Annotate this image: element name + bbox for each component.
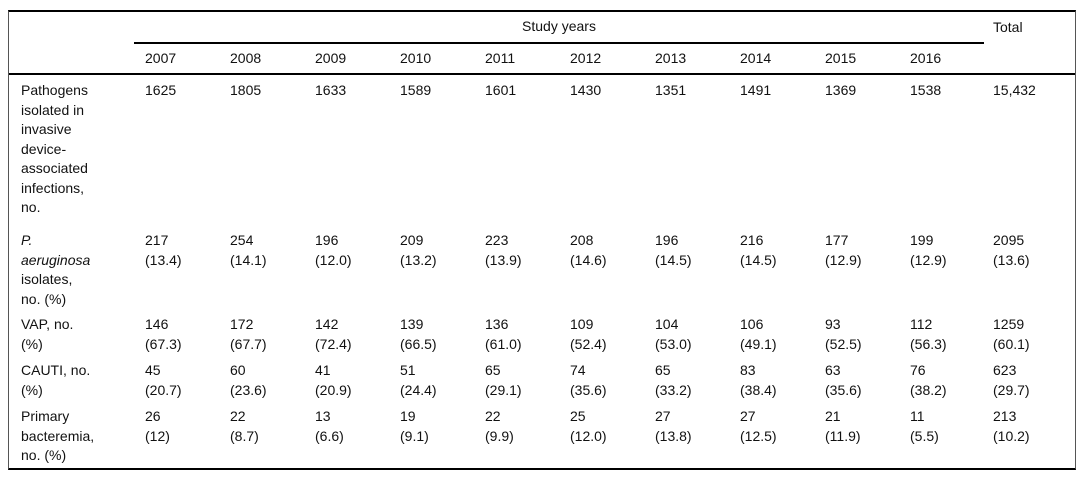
value-cell: 65 (33.2) xyxy=(655,362,692,398)
years-row-corner-cell xyxy=(9,44,134,73)
table-row: P. aeruginosa isolates, no. (%) 217 (13.4… xyxy=(9,225,1075,309)
value-cell: 139 (66.5) xyxy=(400,316,437,352)
year-header-cell: 2009 xyxy=(315,49,347,66)
value-cell: 172 (67.7) xyxy=(230,316,267,352)
value-cell: 196 (12.0) xyxy=(315,232,352,268)
value-cell: 74 (35.6) xyxy=(570,362,607,398)
pathogens-study-table: Study years Total 2007 2008 2009 2010 2011 20… xyxy=(8,10,1076,470)
value-cell: 136 (61.0) xyxy=(485,316,522,352)
value-cell: 1369 xyxy=(825,82,857,98)
row-label-text: CAUTI, no. (%) xyxy=(21,362,91,398)
table-body: Pathogens isolated in invasive device- a… xyxy=(9,75,1075,466)
value-cell: 254 (14.1) xyxy=(230,232,267,268)
value-cell: 26 (12) xyxy=(145,408,170,444)
table-row: Primary bacteremia, no. (%) 26 (12) 22 (8.… xyxy=(9,401,1075,466)
row-total-cell: 1259 (60.1) xyxy=(993,316,1030,352)
value-cell: 209 (13.2) xyxy=(400,232,437,268)
value-cell: 1538 xyxy=(910,82,942,98)
year-header-cell: 2007 xyxy=(145,49,177,66)
value-cell: 106 (49.1) xyxy=(740,316,777,352)
total-column-header: Total xyxy=(984,12,1075,44)
value-cell: 177 (12.9) xyxy=(825,232,862,268)
row-total-cell: 213 (10.2) xyxy=(993,408,1030,444)
header-corner-cell xyxy=(9,12,134,44)
table-row: Pathogens isolated in invasive device- a… xyxy=(9,75,1075,225)
year-header-cell: 2010 xyxy=(400,49,432,66)
value-cell: 65 (29.1) xyxy=(485,362,522,398)
row-label: P. aeruginosa isolates, no. (%) xyxy=(9,225,134,309)
value-cell: 21 (11.9) xyxy=(825,408,861,444)
row-total-cell: 15,432 xyxy=(993,82,1036,98)
value-cell: 217 (13.4) xyxy=(145,232,182,268)
value-cell: 60 (23.6) xyxy=(230,362,267,398)
value-cell: 1430 xyxy=(570,82,602,98)
row-total-cell: 623 (29.7) xyxy=(993,362,1030,398)
row-label-italic-part: P. aeruginosa xyxy=(21,232,91,268)
row-label: VAP, no. (%) xyxy=(9,309,134,355)
table-row: CAUTI, no. (%) 45 (20.7) 60 (23.6) 41 (20.9… xyxy=(9,355,1075,401)
value-cell: 27 (13.8) xyxy=(655,408,692,444)
value-cell: 19 (9.1) xyxy=(400,408,429,444)
row-label: Primary bacteremia, no. (%) xyxy=(9,401,134,466)
value-cell: 83 (38.4) xyxy=(740,362,777,398)
table-years-row: 2007 2008 2009 2010 2011 2012 2013 2014 2015 2016 xyxy=(9,44,1075,75)
row-label: Pathogens isolated in invasive device- a… xyxy=(9,75,134,225)
value-cell: 22 (8.7) xyxy=(230,408,259,444)
value-cell: 93 (52.5) xyxy=(825,316,862,352)
value-cell: 208 (14.6) xyxy=(570,232,607,268)
value-cell: 76 (38.2) xyxy=(910,362,947,398)
value-cell: 45 (20.7) xyxy=(145,362,182,398)
value-cell: 104 (53.0) xyxy=(655,316,692,352)
year-header-cell: 2014 xyxy=(740,49,772,66)
study-years-group-header: Study years xyxy=(134,12,984,44)
value-cell: 1589 xyxy=(400,82,432,98)
value-cell: 22 (9.9) xyxy=(485,408,514,444)
year-header-cell: 2016 xyxy=(910,49,942,66)
value-cell: 13 (6.6) xyxy=(315,408,344,444)
value-cell: 109 (52.4) xyxy=(570,316,607,352)
row-label-text: Primary bacteremia, no. (%) xyxy=(21,408,95,463)
value-cell: 199 (12.9) xyxy=(910,232,947,268)
value-cell: 1633 xyxy=(315,82,347,98)
value-cell: 1351 xyxy=(655,82,687,98)
year-header-cell: 2011 xyxy=(485,49,516,66)
value-cell: 11 (5.5) xyxy=(910,408,939,444)
year-header-cell: 2012 xyxy=(570,49,602,66)
row-label-text: isolates, no. (%) xyxy=(21,271,73,307)
row-label-text: VAP, no. (%) xyxy=(21,316,74,352)
value-cell: 1601 xyxy=(485,82,517,98)
value-cell: 51 (24.4) xyxy=(400,362,437,398)
year-header-cell: 2013 xyxy=(655,49,687,66)
value-cell: 142 (72.4) xyxy=(315,316,352,352)
total-label: Total xyxy=(993,19,1023,36)
value-cell: 223 (13.9) xyxy=(485,232,522,268)
row-total-cell: 2095 (13.6) xyxy=(993,232,1030,268)
study-years-label: Study years xyxy=(522,18,596,35)
value-cell: 41 (20.9) xyxy=(315,362,352,398)
value-cell: 1805 xyxy=(230,82,262,98)
value-cell: 1491 xyxy=(740,82,772,98)
row-label-text: Pathogens isolated in invasive device- a… xyxy=(21,82,88,215)
table-row: VAP, no. (%) 146 (67.3) 172 (67.7) 142 (72.… xyxy=(9,309,1075,355)
table-header-group-row: Study years Total xyxy=(9,12,1075,44)
value-cell: 112 (56.3) xyxy=(910,316,947,352)
value-cell: 25 (12.0) xyxy=(570,408,607,444)
value-cell: 27 (12.5) xyxy=(740,408,777,444)
year-header-cell: 2008 xyxy=(230,49,262,66)
value-cell: 63 (35.6) xyxy=(825,362,862,398)
row-label: CAUTI, no. (%) xyxy=(9,355,134,401)
value-cell: 196 (14.5) xyxy=(655,232,692,268)
years-row-total-spacer xyxy=(984,44,1075,73)
value-cell: 1625 xyxy=(145,82,177,98)
year-header-cell: 2015 xyxy=(825,49,857,66)
value-cell: 216 (14.5) xyxy=(740,232,777,268)
value-cell: 146 (67.3) xyxy=(145,316,182,352)
